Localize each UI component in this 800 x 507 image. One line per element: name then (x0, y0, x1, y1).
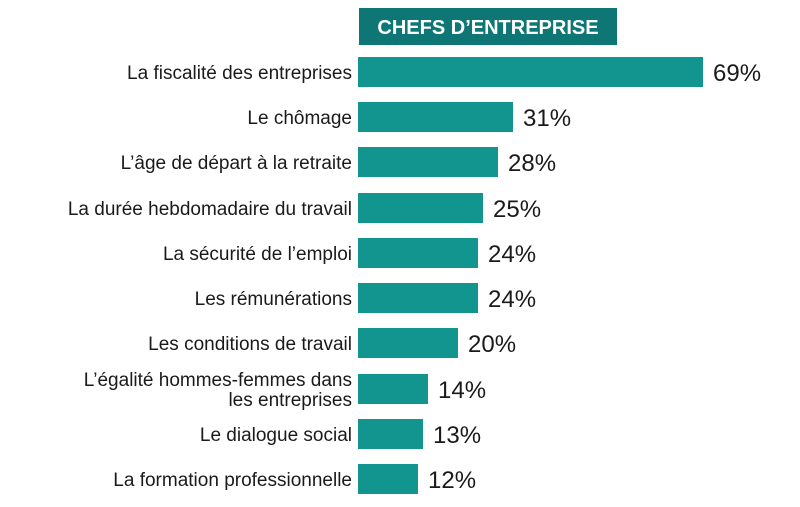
value-label-1: 31% (523, 105, 571, 132)
value-label-9: 12% (428, 467, 476, 494)
category-label-8: Le dialogue social (200, 425, 352, 446)
category-label-1: Le chômage (247, 108, 352, 129)
category-label-9: La formation professionnelle (113, 470, 352, 491)
bar-9 (358, 464, 418, 494)
bar-7 (358, 374, 428, 404)
category-label-2: L’âge de départ à la retraite (121, 153, 352, 174)
category-label-5: Les rémunérations (195, 289, 352, 310)
value-label-2: 28% (508, 150, 556, 177)
category-label-0: La fiscalité des entreprises (127, 63, 352, 84)
category-label-4: La sécurité de l’emploi (163, 244, 352, 265)
bar-0 (358, 57, 703, 87)
value-label-5: 24% (488, 286, 536, 313)
bar-2 (358, 147, 498, 177)
value-label-3: 25% (493, 196, 541, 223)
value-label-7: 14% (438, 377, 486, 404)
value-label-0: 69% (713, 60, 761, 87)
bar-8 (358, 419, 423, 449)
category-label-3: La durée hebdomadaire du travail (68, 199, 352, 220)
bar-5 (358, 283, 478, 313)
bar-1 (358, 102, 513, 132)
bars-group: 69% La fiscalité des entreprises 31% Le chô… (68, 57, 761, 494)
value-label-4: 24% (488, 241, 536, 268)
bar-3 (358, 193, 483, 223)
category-label-6: Les conditions de travail (148, 334, 352, 355)
value-label-6: 20% (468, 331, 516, 358)
bar-6 (358, 328, 458, 358)
bar-4 (358, 238, 478, 268)
category-label-7: L’égalité hommes-femmes dans les entrepri… (84, 370, 352, 411)
value-label-8: 13% (433, 422, 481, 449)
chart-title-banner (359, 8, 617, 45)
chart-title: CHEFS D’ENTREPRISE (377, 17, 598, 39)
